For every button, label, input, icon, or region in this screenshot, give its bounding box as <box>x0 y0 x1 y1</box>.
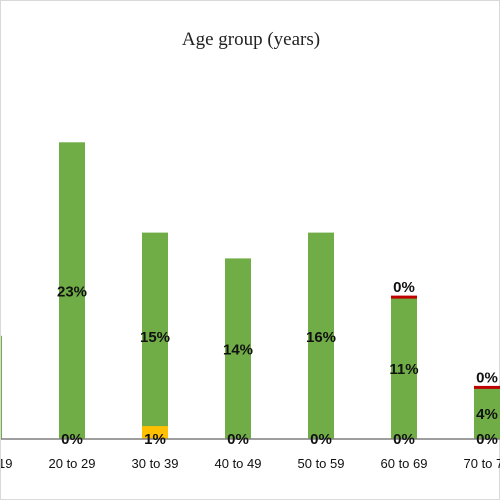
base-data-label: 0% <box>61 431 83 448</box>
x-tick-label: 30 to 39 <box>132 456 179 471</box>
x-tick-labels: 10 to 19 20 to 29 30 to 39 40 to 49 50 to 59… <box>1 456 500 471</box>
base-data-label: 0% <box>476 431 498 448</box>
x-tick-label: 10 to 19 <box>1 456 13 471</box>
main-data-label: 16% <box>306 329 336 346</box>
main-data-label: 11% <box>389 361 418 378</box>
main-data-label: 4% <box>476 406 498 423</box>
top-data-label: 0% <box>393 279 415 296</box>
x-tick-label: 60 to 69 <box>381 456 428 471</box>
x-tick-label: 70 to 79 <box>464 456 500 471</box>
top-data-label: 0% <box>476 369 498 386</box>
base-data-label: 1% <box>144 431 166 448</box>
main-data-label: 23% <box>57 284 87 301</box>
main-data-label: 14% <box>223 342 253 359</box>
x-tick-label: 40 to 49 <box>215 456 262 471</box>
chart-title: Age group (years) <box>182 29 320 50</box>
x-tick-label: 50 to 59 <box>298 456 345 471</box>
x-tick-label: 20 to 29 <box>49 456 96 471</box>
base-data-label: 0% <box>227 431 249 448</box>
base-data-label: 0% <box>393 431 415 448</box>
main-data-label: 15% <box>140 329 170 346</box>
bar-10-to-19 <box>1 336 2 439</box>
base-data-label: 0% <box>310 431 332 448</box>
